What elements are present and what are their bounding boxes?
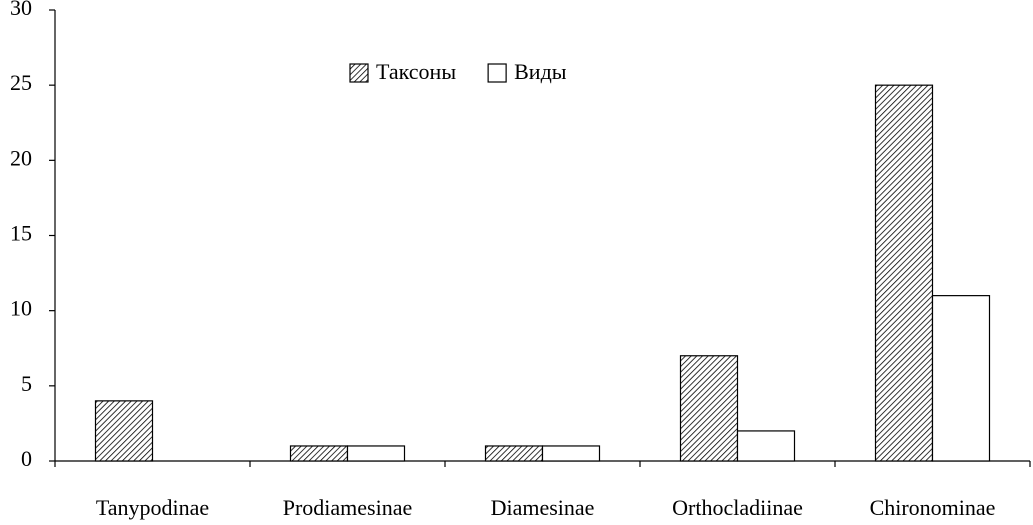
x-tick-label: Orthocladiinae	[672, 495, 803, 520]
y-tick-label: 15	[10, 221, 32, 246]
y-tick-label: 25	[10, 70, 32, 95]
bar	[736, 430, 796, 462]
x-tick-label: Diamesinae	[491, 495, 595, 520]
y-tick-label: 10	[10, 296, 32, 321]
bar	[541, 445, 601, 462]
bar	[94, 400, 154, 462]
legend-label: Таксоны	[376, 59, 456, 84]
bar	[346, 445, 406, 462]
x-tick-label: Chironominae	[870, 495, 996, 520]
x-tick-label: Tanypodinae	[96, 495, 209, 520]
legend-label: Виды	[514, 59, 567, 84]
bar	[874, 84, 934, 462]
bar	[931, 295, 991, 462]
y-tick-label: 0	[21, 446, 32, 471]
y-tick-label: 20	[10, 145, 32, 170]
bar	[484, 445, 544, 462]
x-tick-label: Prodiamesinae	[283, 495, 413, 520]
bar	[289, 445, 349, 462]
legend-swatch	[349, 63, 369, 83]
bar	[679, 355, 739, 462]
y-tick-label: 30	[10, 0, 32, 20]
legend-swatch	[487, 63, 507, 83]
y-tick-label: 5	[21, 371, 32, 396]
